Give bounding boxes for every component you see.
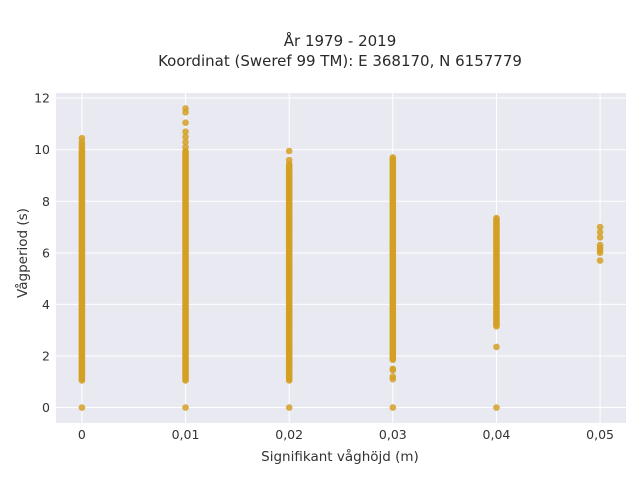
x-tick-label: 0,05 xyxy=(586,427,614,442)
data-point xyxy=(285,147,293,155)
data-point xyxy=(596,241,604,249)
y-tick-label: 2 xyxy=(42,348,50,363)
chart-title-line2: Koordinat (Sweref 99 TM): E 368170, N 61… xyxy=(158,52,522,70)
data-points xyxy=(78,105,604,411)
y-tick-label: 6 xyxy=(42,245,50,260)
data-point xyxy=(389,154,397,161)
data-point xyxy=(596,257,604,264)
data-point xyxy=(78,404,86,411)
data-point xyxy=(596,223,604,231)
data-point xyxy=(78,134,86,142)
data-point xyxy=(182,105,189,112)
x-tick-label: 0,02 xyxy=(275,427,303,442)
data-point xyxy=(493,343,500,351)
data-point xyxy=(596,234,604,241)
chart-title-line1: År 1979 - 2019 xyxy=(284,31,397,50)
y-tick-label: 4 xyxy=(42,297,50,312)
data-point xyxy=(493,404,500,411)
data-point xyxy=(389,373,397,380)
data-point xyxy=(285,156,293,164)
data-point xyxy=(389,365,397,373)
y-tick-label: 0 xyxy=(42,400,50,415)
plot-background xyxy=(56,93,626,423)
data-point xyxy=(182,404,189,411)
x-axis-label: Signifikant våghöjd (m) xyxy=(261,448,419,465)
y-tick-label: 10 xyxy=(34,142,50,157)
data-point xyxy=(182,119,189,126)
y-tick-label: 8 xyxy=(42,194,50,209)
x-tick-label: 0 xyxy=(78,427,86,442)
y-tick-labels: 0 2 4 6 8 10 12 xyxy=(34,91,50,415)
y-axis-label: Vågperiod (s) xyxy=(14,208,31,298)
data-point xyxy=(182,138,189,146)
data-point xyxy=(182,128,189,135)
data-point xyxy=(285,404,293,411)
data-point xyxy=(182,133,189,141)
data-point xyxy=(389,404,397,411)
x-tick-label: 0,01 xyxy=(172,427,200,442)
x-tick-label: 0,04 xyxy=(483,427,511,442)
data-point xyxy=(596,228,604,236)
data-point xyxy=(493,214,500,222)
x-tick-label: 0,03 xyxy=(379,427,407,442)
x-tick-labels: 0 0,01 0,02 0,03 0,04 0,05 xyxy=(78,427,614,442)
y-tick-label: 12 xyxy=(34,91,50,106)
data-point xyxy=(182,143,189,151)
